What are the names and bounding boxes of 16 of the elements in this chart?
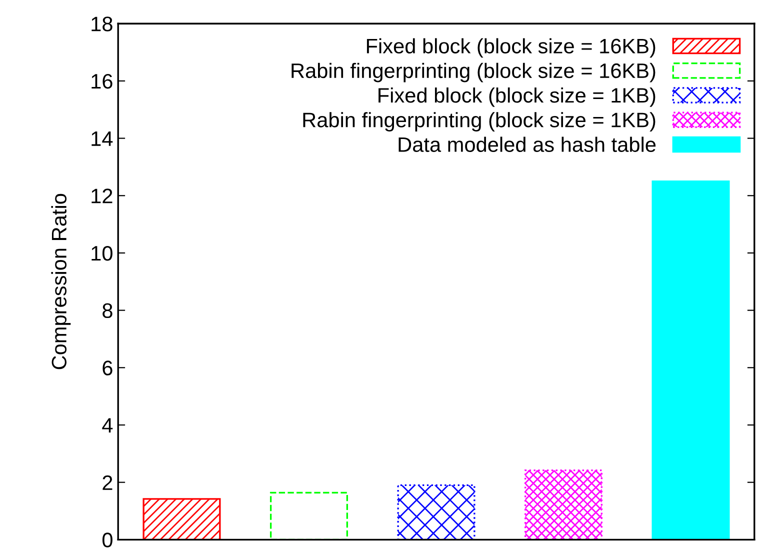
y-axis-title: Compression Ratio: [51, 194, 71, 370]
y-tick-label: 12: [92, 188, 112, 204]
legend-label: Rabin fingerprinting (block size = 16KB): [292, 62, 656, 82]
legend-label: Rabin fingerprinting (block size = 1KB): [303, 112, 656, 132]
y-tick-label: 8: [102, 303, 112, 318]
y-tick-label: 10: [92, 246, 112, 261]
legend-label: Fixed block (block size = 16KB): [366, 38, 656, 58]
y-tick-label: 0: [102, 532, 112, 548]
legend-label: Fixed block (block size = 1KB): [378, 87, 656, 107]
y-tick-label: 2: [102, 475, 112, 490]
y-tick-label: 6: [102, 360, 112, 376]
y-tick-label: 18: [92, 16, 112, 32]
y-tick-label: 4: [102, 418, 113, 433]
y-tick-label: 16: [92, 74, 112, 89]
y-tick-label: 14: [92, 132, 113, 146]
legend-label: Data modeled as hash table: [398, 136, 656, 152]
